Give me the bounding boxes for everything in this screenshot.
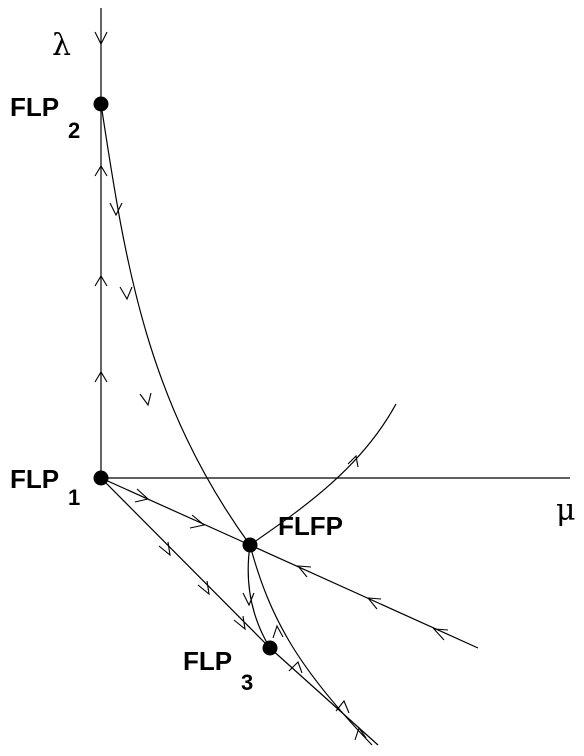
arrow-upper-branch	[347, 454, 359, 468]
flow-flp1-to-flfp	[100, 477, 251, 546]
fixed-point-flfp	[242, 537, 258, 553]
arrow-tail-b-2	[288, 661, 303, 674]
arrow-axis-3	[94, 370, 108, 383]
label-flfp-name: FLFP	[278, 511, 343, 541]
arrow-axis-top	[94, 31, 108, 46]
lambda-axis-label: λ	[52, 28, 71, 63]
arrow-flfp-flp3	[242, 592, 255, 607]
fixed-point-flp2	[93, 96, 109, 112]
arrow-branch-3	[432, 628, 449, 641]
flow-flfp-unstable-branch	[249, 544, 479, 649]
arrow-curve-1	[109, 202, 123, 217]
label-flp3-subscript: 3	[241, 670, 253, 695]
arrow-flp1-flfp-2	[189, 514, 206, 529]
flow-flfp-upper-branch	[249, 403, 397, 546]
flow-flp3-tail-a	[269, 647, 379, 746]
arrow-axis-1	[94, 164, 108, 177]
arrow-curve-2	[119, 286, 133, 301]
flow-flp2-to-flfp	[100, 103, 251, 546]
fixed-point-flp1	[93, 470, 109, 486]
flow-flfp-tail-b	[249, 544, 373, 746]
arrow-branch-1	[296, 565, 312, 578]
mu-axis-label: μ	[556, 493, 576, 528]
arrow-flp1-flp3-2	[197, 580, 210, 596]
arrow-axis-2	[94, 274, 108, 287]
arrow-curve-3	[139, 392, 152, 407]
fixed-point-flp3	[262, 640, 278, 656]
arrow-tail-b-1	[272, 624, 284, 639]
arrow-flp1-flp3-3	[233, 615, 246, 631]
arrow-branch-2	[366, 597, 382, 610]
flow-flp1-to-flp3	[100, 477, 271, 649]
arrow-flp1-flp3-1	[158, 541, 171, 557]
arrow-tail-b-3	[335, 699, 350, 714]
label-flp1-subscript: 1	[68, 485, 80, 510]
arrow-tail-a-1	[354, 726, 367, 741]
label-flp2-name: FLP	[10, 92, 59, 122]
arrow-flp1-flfp-1	[134, 488, 150, 503]
label-flp2-subscript: 2	[68, 118, 80, 143]
label-flp3-name: FLP	[183, 646, 232, 676]
flow-flfp-to-flp3	[247, 544, 271, 649]
label-flp1-name: FLP	[10, 464, 59, 494]
